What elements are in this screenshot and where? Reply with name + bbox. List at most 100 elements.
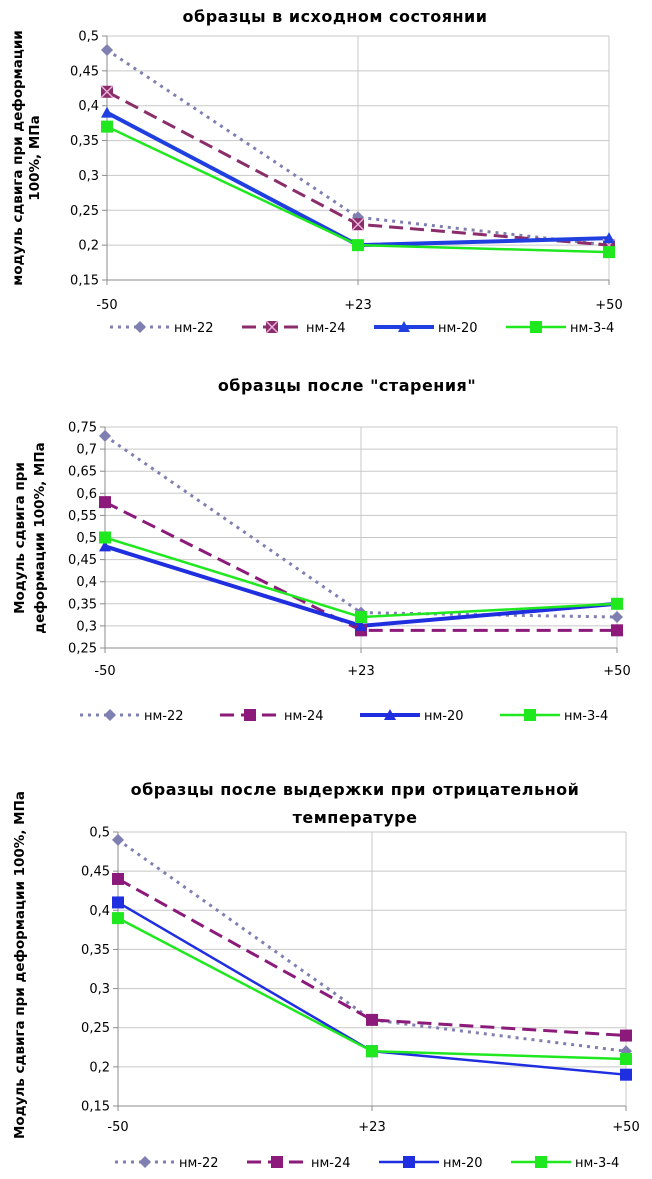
legend-marker — [535, 1156, 547, 1168]
y-tick-label: 0,15 — [70, 274, 99, 289]
legend-item-нм-3-4: нм-3-4 — [511, 1156, 619, 1171]
data-point-нм-3-4 — [620, 1053, 632, 1066]
data-point-нм-22 — [611, 611, 623, 624]
series-line-нм-22 — [117, 838, 627, 1053]
data-point-нм-24 — [100, 85, 114, 99]
chart-title: образцы в исходном состоянии — [183, 7, 488, 26]
y-tick-label: 0,65 — [68, 465, 97, 480]
legend-item-нм-22: нм-22 — [110, 321, 214, 336]
y-tick-label: 0,4 — [78, 99, 99, 114]
legend-marker — [524, 709, 536, 721]
data-point-нм-24 — [112, 872, 124, 885]
legend-item-нм-3-4: нм-3-4 — [500, 709, 608, 724]
y-tick-label: 0,5 — [78, 30, 99, 45]
legend-label: нм-20 — [438, 321, 478, 336]
x-tick-label: +50 — [612, 1120, 639, 1135]
y-tick-label: 0,45 — [81, 865, 110, 880]
y-tick-label: 0,25 — [81, 1021, 110, 1036]
y-tick-label: 0,3 — [89, 982, 110, 997]
marker-cross — [351, 217, 365, 231]
y-axis-label: Модуль сдвига при деформации 100%, МПа — [12, 791, 28, 1139]
x-tick-label: +23 — [358, 1120, 385, 1135]
data-point-нм-22 — [101, 43, 113, 56]
marker-cross — [100, 85, 114, 99]
legend-marker — [244, 709, 256, 721]
y-tick-label: 0,35 — [68, 597, 97, 612]
x-tick-label: +23 — [344, 298, 371, 313]
data-point-нм-3-4 — [99, 531, 111, 544]
y-tick-label: 0,5 — [76, 531, 97, 546]
y-tick-label: 0,3 — [78, 169, 99, 184]
y-axis-label: Модуль сдвига при — [12, 462, 28, 614]
x-tick-label: +50 — [595, 298, 622, 313]
data-point-нм-20 — [101, 106, 113, 118]
y-axis-label: модуль сдвига при деформации — [10, 30, 26, 286]
data-point-нм-3-4 — [355, 611, 367, 624]
legend-item-нм-20: нм-20 — [360, 709, 464, 724]
chart-title: образцы после "старения" — [218, 376, 476, 395]
legend-label: нм-20 — [424, 709, 464, 724]
chart-3-after-negative-temperature: образцы после выдержки при отрицательной… — [12, 780, 640, 1171]
y-tick-label: 0,3 — [76, 619, 97, 634]
legend-marker — [271, 1156, 283, 1168]
legend-label: нм-20 — [443, 1156, 483, 1171]
y-tick-label: 0,45 — [68, 553, 97, 568]
data-point-нм-3-4 — [366, 1045, 378, 1058]
y-tick-label: 0,7 — [76, 443, 97, 458]
legend-item-нм-24: нм-24 — [220, 709, 324, 724]
data-point-нм-24 — [351, 217, 365, 231]
x-tick-label: +50 — [603, 664, 630, 679]
series-line-нм-24 — [117, 877, 627, 1038]
legend-item-нм-22: нм-22 — [115, 1156, 219, 1171]
data-point-нм-3-4 — [611, 597, 623, 610]
y-axis-label: 100%, МПа — [27, 115, 43, 200]
legend-marker — [530, 321, 542, 333]
x-tick-label: -50 — [94, 664, 115, 679]
y-tick-label: 0,2 — [89, 1060, 110, 1075]
legend-item-нм-3-4: нм-3-4 — [506, 321, 614, 336]
chart-1-initial-state: образцы в исходном состоянии модуль сдвиг… — [10, 7, 623, 336]
y-tick-label: 0,55 — [68, 509, 97, 524]
data-point-нм-3-4 — [603, 246, 615, 259]
legend-label: нм-24 — [306, 321, 346, 336]
legend-label: нм-24 — [284, 709, 324, 724]
legend-label: нм-22 — [179, 1156, 219, 1171]
data-point-нм-22 — [99, 429, 111, 442]
y-tick-label: 0,2 — [78, 239, 99, 254]
legend-item-нм-20: нм-20 — [374, 321, 478, 336]
y-tick-label: 0,25 — [68, 642, 97, 657]
legend-item-нм-24: нм-24 — [247, 1156, 351, 1171]
y-tick-label: 0,35 — [70, 134, 99, 149]
legend-marker — [384, 709, 396, 720]
legend-item-нм-22: нм-22 — [80, 709, 184, 724]
data-point-нм-20 — [603, 232, 615, 244]
data-point-нм-24 — [611, 624, 623, 637]
x-tick-label: -50 — [96, 298, 117, 313]
legend-label: нм-3-4 — [570, 321, 614, 336]
y-axis-label: деформации 100%, МПа — [32, 442, 48, 634]
data-point-нм-20 — [112, 896, 124, 909]
data-point-нм-24 — [99, 496, 111, 509]
y-tick-label: 0,25 — [70, 204, 99, 219]
legend-marker — [398, 321, 410, 332]
legend-label: нм-3-4 — [564, 709, 608, 724]
legend-marker — [104, 709, 116, 721]
data-point-нм-3-4 — [101, 120, 113, 133]
legend-label: нм-22 — [174, 321, 214, 336]
y-tick-label: 0,4 — [89, 904, 110, 919]
data-point-нм-3-4 — [112, 912, 124, 925]
chart-title: образцы после выдержки при отрицательной — [131, 780, 580, 799]
data-point-нм-20 — [99, 540, 111, 552]
legend-marker — [139, 1156, 151, 1168]
legend-marker — [403, 1156, 415, 1168]
series-line-нм-22 — [104, 434, 618, 619]
legend-label: нм-22 — [144, 709, 184, 724]
data-point-нм-24 — [366, 1013, 378, 1026]
data-point-нм-3-4 — [352, 239, 364, 252]
data-point-нм-20 — [355, 619, 367, 631]
legend-label: нм-3-4 — [575, 1156, 619, 1171]
chart-title: температуре — [293, 808, 418, 827]
y-tick-label: 0,45 — [70, 64, 99, 79]
legend-label: нм-24 — [311, 1156, 351, 1171]
y-tick-label: 0,4 — [76, 575, 97, 590]
